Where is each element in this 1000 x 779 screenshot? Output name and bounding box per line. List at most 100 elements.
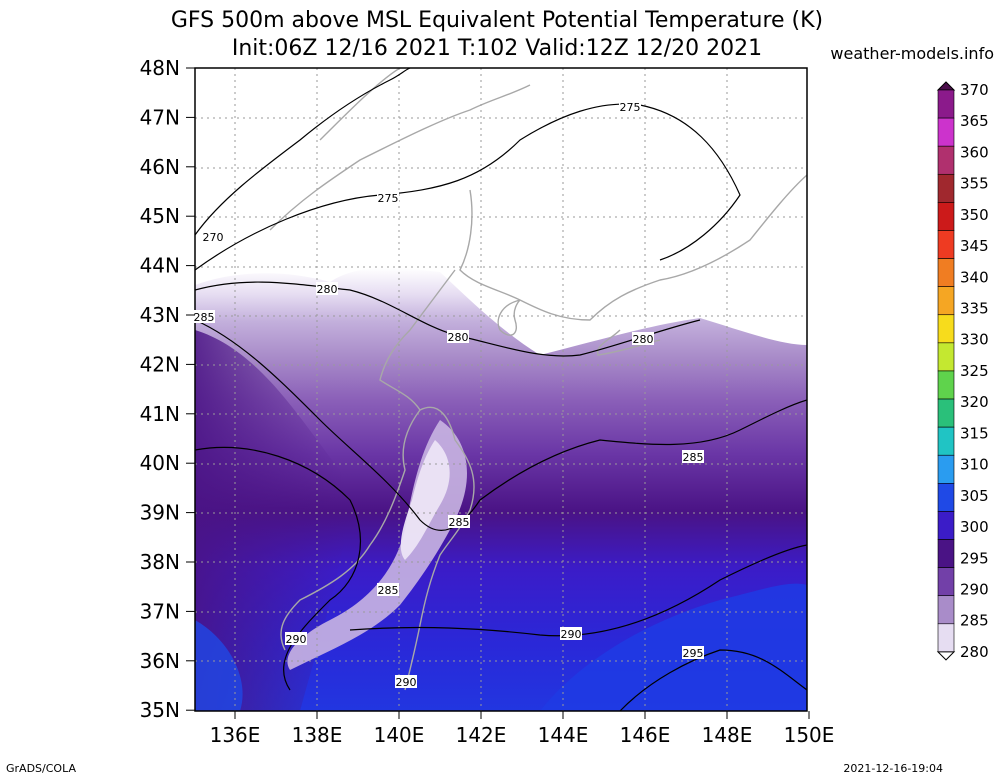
colorbar-swatch [937,623,955,653]
colorbar-label: 365 [960,112,989,130]
colorbar-label: 290 [960,580,989,598]
contour-label-bg [682,450,704,463]
lon-tick-label: 150E [784,723,835,747]
chart-subtitle: Init:06Z 12/16 2021 T:102 Valid:12Z 12/2… [231,36,763,61]
contour-label-bg [202,230,224,243]
brand-label: weather-models.info [830,44,994,63]
lat-tick-label: 42N [140,352,180,376]
colorbar-swatch [937,539,955,568]
colorbar-swatch [937,286,955,316]
lat-tick-label: 46N [140,155,180,179]
theta-e-field [195,68,807,711]
contour-label: 275 [378,192,399,205]
colorbar-label: 325 [960,362,989,380]
contour-label-bg [395,675,417,688]
lat-tick-label: 44N [140,254,180,278]
contour-label: 290 [561,628,582,641]
colorbar-label: 315 [960,424,989,442]
colorbar-label: 310 [960,456,989,474]
lat-tick-label: 41N [140,402,180,426]
colorbar-swatch [937,230,955,259]
colorbar-swatch [937,595,955,625]
colorbar-swatch [937,398,955,428]
colorbar-label: 360 [960,143,989,161]
contour-label-bg [377,191,399,204]
latitude-axis: 48N 47N 46N 45N 44N 43N 42N 41N 40N 39N 38N 37N 36N 3… [140,56,195,722]
colorbar-swatch [937,314,955,344]
lat-tick-label: 39N [140,501,180,525]
colorbar-swatch [937,258,955,287]
contour-label-bg [316,282,338,295]
contour-label: 285 [449,516,470,529]
colorbar-swatch [937,89,955,119]
colorbar-label: 285 [960,612,989,630]
contour-label: 280 [317,283,338,296]
colorbar-label: 345 [960,237,989,255]
plot-frame [194,67,808,712]
colorbar-label: 280 [960,643,989,661]
lat-tick-label: 40N [140,451,180,475]
lat-tick-label: 45N [140,204,180,228]
lon-tick-label: 146E [620,723,671,747]
contour-label-bg [619,100,641,113]
colorbar-label: 355 [960,175,989,193]
lon-tick-label: 136E [210,723,261,747]
contour-label: 280 [448,331,469,344]
lat-tick-label: 47N [140,105,180,129]
lat-tick-label: 36N [140,649,180,673]
chart-title: GFS 500m above MSL Equivalent Potential … [170,8,824,33]
contour-label: 270 [203,231,224,244]
lat-tick-label: 38N [140,550,180,574]
colorbar-bottom-arrow [936,651,956,661]
colorbar-label: 340 [960,268,989,286]
colorbar-swatch [937,342,955,372]
contour-label-bg [285,632,307,645]
contour-label: 295 [683,647,704,660]
colorbar-label: 350 [960,206,989,224]
lon-tick-label: 138E [292,723,343,747]
lon-tick-label: 144E [538,723,589,747]
colorbar-swatch [937,483,955,512]
colorbar-swatch [937,145,955,175]
colorbar-swatch [937,511,955,540]
colorbar-swatch [937,173,955,203]
coastlines [269,68,807,691]
colorbar-swatch [937,426,955,456]
contour-label: 285 [194,311,215,324]
colorbar-label: 370 [960,81,989,99]
lon-tick-label: 142E [456,723,507,747]
lat-tick-label: 35N [140,698,180,722]
colorbar-top-arrow [936,81,956,91]
colorbar-label: 330 [960,331,989,349]
lon-tick-label: 148E [702,723,753,747]
colorbar-swatch [937,370,955,400]
lat-tick-label: 43N [140,303,180,327]
generated-timestamp: 2021-12-16-19:04 [843,762,943,775]
contour-label-bg [193,310,215,323]
contour-label-bg [447,330,469,343]
contour-label-bg [448,515,470,528]
contour-label: 290 [396,676,417,689]
contour-label-bg [377,583,399,596]
colorbar-swatch [937,117,955,147]
contour-label: 280 [633,333,654,346]
colorbar-label: 300 [960,518,989,536]
longitude-axis: 136E 138E 140E 142E 144E 146E 148E 150E [210,711,835,747]
contour-label-bg [560,627,582,640]
contour-label: 285 [683,451,704,464]
colorbar: 370 365 360 355 350 345 340 335 330 325 320 315 310 3… [936,81,989,661]
contour-label: 290 [286,633,307,646]
lat-tick-label: 37N [140,599,180,623]
lat-tick-label: 48N [140,56,180,80]
contour-label-bg [682,646,704,659]
lon-tick-label: 140E [374,723,425,747]
colorbar-label: 320 [960,393,989,411]
contour-label-group: 275 275 270 280 285 280 280 285 285 285 290 290 295 2… [193,100,704,689]
colorbar-label: 335 [960,300,989,318]
contour-label: 275 [620,101,641,114]
colorbar-swatch [937,454,955,484]
contour-label: 285 [378,584,399,597]
colorbar-label: 305 [960,487,989,505]
software-label: GrADS/COLA [6,762,76,775]
